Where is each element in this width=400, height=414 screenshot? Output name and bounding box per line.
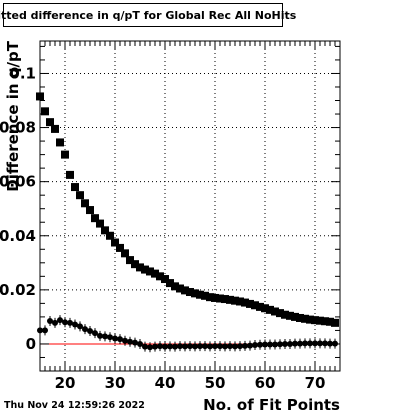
data-point-square	[286, 311, 294, 320]
data-point-square	[61, 150, 69, 159]
data-point-square	[316, 316, 324, 325]
data-point-square	[251, 301, 259, 310]
axis-ticks	[39, 41, 341, 372]
data-point-square	[236, 297, 244, 306]
x-axis-title: No. of Fit Points	[203, 396, 340, 414]
data-point-square	[231, 296, 239, 305]
data-point-square	[71, 183, 79, 192]
x-tick-label: 60	[255, 374, 276, 392]
data-point-square	[311, 316, 319, 325]
data-point-square	[296, 313, 304, 322]
data-point-square	[326, 317, 334, 326]
data-point-square	[261, 304, 269, 313]
data-point-square	[46, 118, 54, 127]
data-point-square	[151, 269, 159, 278]
chart-title: Fitted difference in q/pT for Global Rec…	[0, 8, 297, 22]
data-point-square	[106, 231, 114, 240]
data-point-square	[271, 307, 279, 316]
data-point-square	[176, 284, 184, 293]
y-tick-label: 0.04	[0, 227, 36, 245]
data-point-square	[81, 199, 89, 208]
data-point-square	[276, 309, 284, 318]
data-point-square	[241, 298, 249, 307]
data-point-square	[331, 318, 339, 327]
data-point-square	[256, 302, 264, 311]
data-point-square	[211, 293, 219, 302]
data-point-square	[216, 294, 224, 303]
data-point-square	[191, 289, 199, 298]
x-tick-label: 40	[155, 374, 176, 392]
data-point-square	[146, 267, 154, 276]
y-axis-title: Difference in q/pT	[4, 40, 22, 191]
data-point-square	[131, 260, 139, 269]
data-point-square	[156, 272, 164, 281]
timestamp: Thu Nov 24 12:59:26 2022	[4, 400, 145, 411]
data-point-square	[321, 317, 329, 326]
data-point-square	[186, 288, 194, 297]
data-point-square	[41, 107, 49, 116]
y-tick-label: 0.02	[0, 281, 36, 299]
data-point-square	[281, 310, 289, 319]
data-point-square	[181, 286, 189, 295]
data-point-square	[196, 290, 204, 299]
data-point-square	[136, 263, 144, 272]
x-tick-label: 50	[205, 374, 226, 392]
y-tick-label: 0.06	[0, 173, 36, 191]
tick-labels: 20 30 40 50 60 70 0 0.02 0.04 0.06 0.08 0.1	[0, 64, 325, 392]
y-tick-label: 0.1	[9, 64, 36, 82]
data-point-square	[56, 138, 64, 147]
data-point-square	[201, 291, 209, 300]
data-point-square	[91, 214, 99, 223]
x-tick-label: 20	[55, 374, 76, 392]
data-point-square	[51, 124, 59, 133]
data-point-square	[266, 305, 274, 314]
data-point-square	[141, 265, 149, 274]
data-point-square	[171, 282, 179, 291]
data-point-square	[166, 279, 174, 288]
data-point-square	[301, 314, 309, 323]
data-point-square	[291, 312, 299, 321]
x-tick-label: 70	[305, 374, 326, 392]
data-point-square	[86, 206, 94, 215]
data-point-square	[111, 238, 119, 247]
data-point-square	[221, 295, 229, 304]
data-point-square	[246, 299, 254, 308]
x-tick-label: 30	[105, 374, 126, 392]
data-point-square	[66, 170, 74, 179]
chart-title-box: Fitted difference in q/pT for Global Rec…	[0, 3, 296, 27]
data-point-square	[101, 226, 109, 235]
data-point-square	[121, 249, 129, 258]
data-point-square	[76, 191, 84, 200]
y-tick-label: 0.08	[0, 119, 36, 137]
data-point-square	[226, 295, 234, 304]
y-tick-label: 0	[26, 335, 36, 353]
data-point-square	[126, 256, 134, 265]
data-points	[36, 92, 339, 353]
data-point-square	[206, 293, 214, 302]
data-point-square	[306, 315, 314, 324]
data-point-square	[116, 243, 124, 252]
data-point-square	[161, 275, 169, 284]
data-point-square	[96, 219, 104, 228]
